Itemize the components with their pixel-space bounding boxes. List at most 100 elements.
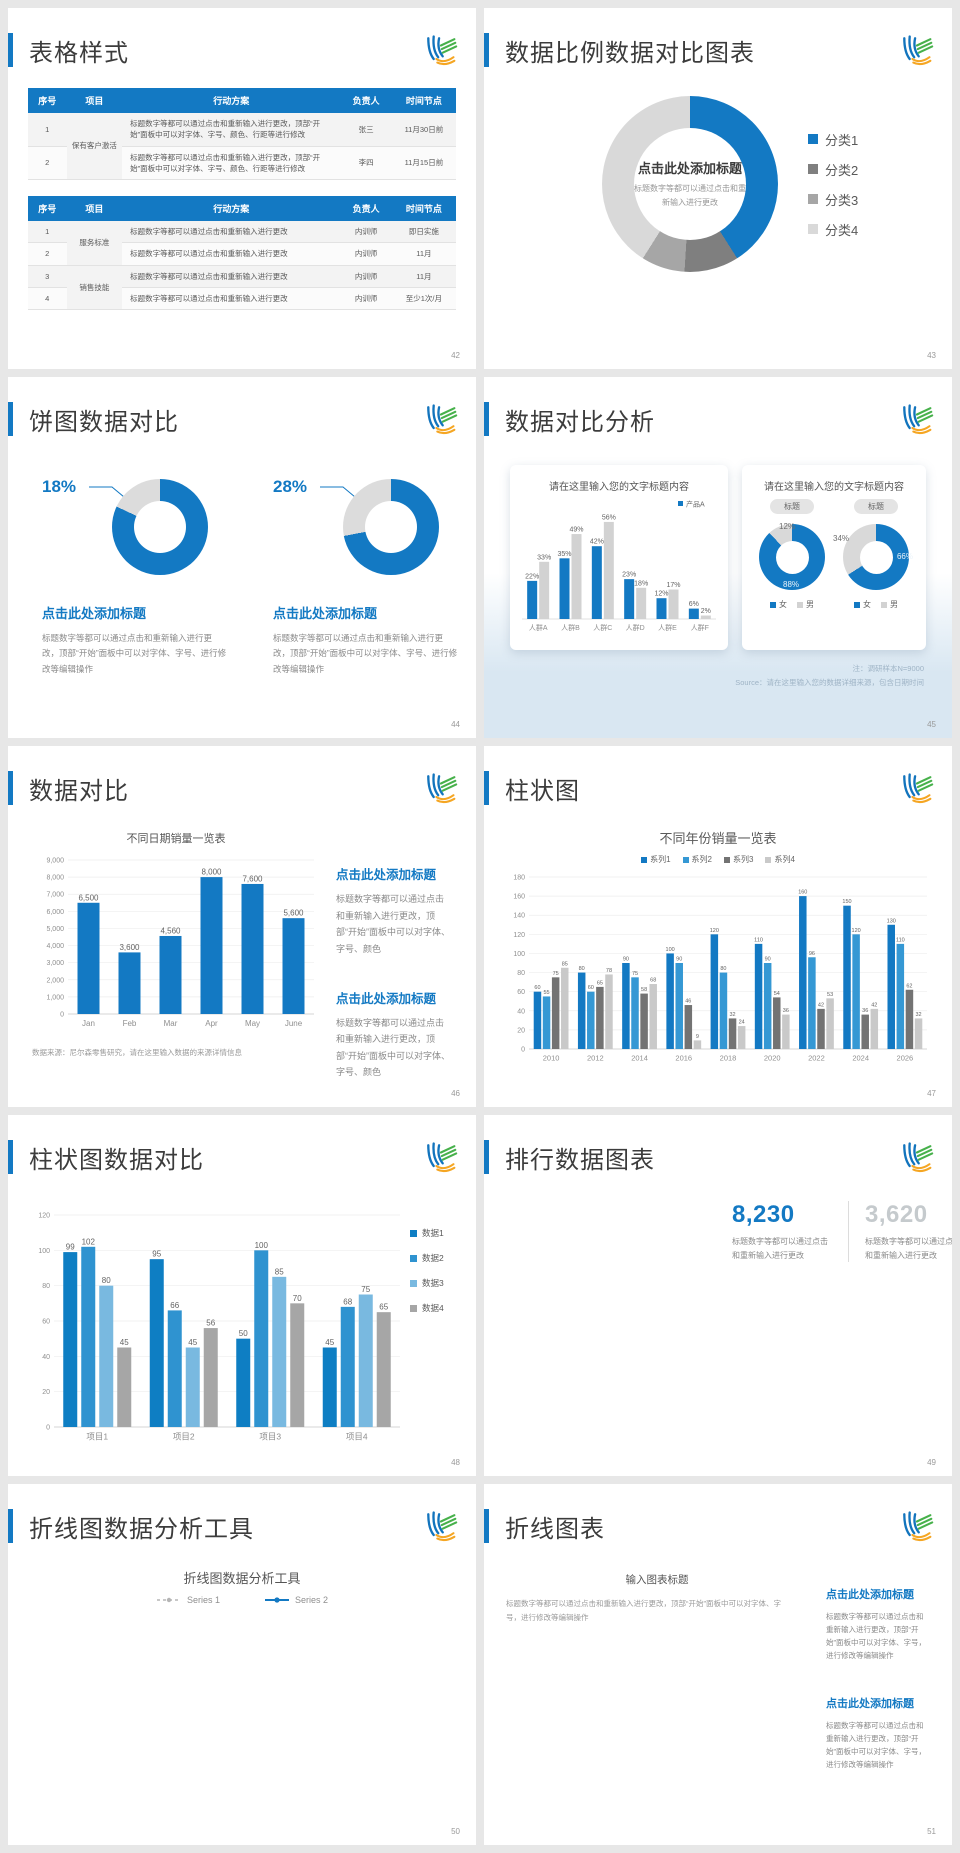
slide-title: 柱状图 [505, 777, 580, 805]
svg-text:项目1: 项目1 [86, 1432, 108, 1442]
slide-46-header: 数据对比 [8, 746, 476, 808]
title-accent-bar [484, 402, 489, 436]
svg-text:2014: 2014 [631, 1054, 648, 1063]
svg-text:6%: 6% [689, 601, 699, 608]
slide-51[interactable]: 折线图表 输入图表标题 标题数字等都可以通过点击和重新输入进行更改，顶部“开始”… [484, 1484, 952, 1845]
slide-50[interactable]: 折线图数据分析工具 折线图数据分析工具 Series 1 Series 2 [8, 1484, 476, 1845]
svg-text:80: 80 [42, 1283, 50, 1290]
svg-text:102: 102 [82, 1237, 96, 1246]
svg-text:7,600: 7,600 [242, 874, 263, 883]
text-block: 点击此处添加标题 标题数字等都可以通过点击和重新输入进行更改，顶部“开始”面板中… [336, 988, 452, 1082]
s44-donut-0 [112, 479, 208, 575]
svg-text:78: 78 [606, 968, 612, 974]
svg-text:17%: 17% [666, 582, 680, 589]
dashed-line-sample-icon [156, 1597, 181, 1603]
svg-text:65: 65 [379, 1303, 388, 1312]
svg-text:40: 40 [517, 1008, 525, 1015]
svg-text:66: 66 [170, 1301, 179, 1310]
block-body: 标题数字等都可以通过点击和重新输入进行更改，顶部“开始”面板中可以对字体、字号，… [826, 1720, 926, 1769]
slide-46[interactable]: 数据对比 不同日期销量一览表 0 1,000 2,000 3,000 4,000 5,00… [8, 746, 476, 1107]
pill-label: 标题 [854, 499, 898, 514]
svg-text:54: 54 [774, 991, 780, 997]
svg-text:80: 80 [517, 970, 525, 977]
svg-text:58: 58 [641, 987, 647, 993]
svg-text:60: 60 [588, 985, 594, 991]
block-title: 点击此处添加标题 [336, 991, 437, 1006]
s44-column-1: 18% 点击此处添加标题 标题数字等都可以通过点击和重新输入进行更改，顶部“开始… [42, 477, 227, 677]
svg-text:68: 68 [650, 978, 656, 984]
brand-logo [422, 32, 458, 68]
s45-bar-chart: 22% 33% 人群A 35% 49% 人群B 42% 56% 人群C 23% 18% 人群D 12% 1… [518, 499, 720, 640]
s42-tables: 序号 项目 行动方案 负责人 时间节点 1 保有客户激活 标题数字等都可以通过点击和重新输入进… [8, 70, 476, 311]
svg-text:90: 90 [676, 957, 682, 963]
text-block: 点击此处添加标题 标题数字等都可以通过点击和重新输入进行更改，顶部“开始”面板中… [826, 1695, 930, 1772]
brand-logo-icon [903, 1511, 934, 1542]
s51-chart-area: 输入图表标题 标题数字等都可以通过点击和重新输入进行更改，顶部“开始”面板中可以… [506, 1572, 808, 1771]
slide-42[interactable]: 表格样式 序号 项目 行动方案 负责人 时间节点 1 保有客户激活 标题数字等都可以通过点击和… [8, 8, 476, 369]
brand-logo-icon [427, 773, 458, 804]
svg-text:85: 85 [562, 961, 568, 967]
svg-text:65: 65 [597, 980, 603, 986]
slide-44-header: 饼图数据对比 [8, 377, 476, 439]
slide-48-header: 柱状图数据对比 [8, 1115, 476, 1177]
slide-title: 柱状图数据对比 [29, 1146, 204, 1174]
svg-text:95: 95 [152, 1250, 161, 1259]
slide-44[interactable]: 饼图数据对比 18% 点击此处添加标题 标题数字等都可以通过点击和重新输入进行更… [8, 377, 476, 738]
svg-text:人群E: 人群E [658, 623, 677, 632]
note-line: 注：调研样本N=9000 [852, 664, 924, 673]
svg-text:62: 62 [906, 983, 912, 989]
svg-text:23%: 23% [622, 572, 636, 579]
page-number: 47 [927, 1089, 936, 1098]
svg-text:Mar: Mar [164, 1019, 178, 1028]
svg-text:8,000: 8,000 [46, 875, 64, 882]
svg-text:1,000: 1,000 [46, 994, 64, 1001]
title-accent-bar [484, 771, 489, 805]
s44-columns: 18% 点击此处添加标题 标题数字等都可以通过点击和重新输入进行更改，顶部“开始… [8, 477, 476, 677]
svg-text:3,600: 3,600 [119, 943, 140, 952]
svg-text:42%: 42% [590, 539, 604, 546]
slide-47[interactable]: 柱状图 不同年份销量一览表 系列1 系列2 系列3 系列4 0 20 40 60 80 100 1… [484, 746, 952, 1107]
text-block: 点击此处添加标题 标题数字等都可以通过点击和重新输入进行更改，顶部“开始”面板中… [336, 864, 452, 958]
svg-text:20: 20 [42, 1389, 50, 1396]
svg-text:2012: 2012 [587, 1054, 604, 1063]
svg-text:Jan: Jan [82, 1019, 95, 1028]
s44-column-2: 28% 点击此处添加标题 标题数字等都可以通过点击和重新输入进行更改，顶部“开始… [273, 477, 458, 677]
block-title: 点击此处添加标题 [42, 606, 147, 621]
svg-text:May: May [245, 1019, 260, 1028]
svg-text:2,000: 2,000 [46, 977, 64, 984]
svg-text:46: 46 [685, 999, 691, 1005]
svg-text:85: 85 [275, 1267, 284, 1276]
svg-text:Feb: Feb [123, 1019, 137, 1028]
svg-text:45: 45 [120, 1338, 129, 1347]
svg-text:90: 90 [623, 957, 629, 963]
svg-text:4,000: 4,000 [46, 943, 64, 950]
svg-text:36: 36 [783, 1008, 789, 1014]
title-accent-bar [484, 33, 489, 67]
svg-text:项目4: 项目4 [346, 1432, 368, 1442]
slide-45[interactable]: 数据对比分析 请在这里输入您的文字标题内容 22% 33% 人群A 35% 49% 人群B… [484, 377, 952, 738]
slide-49[interactable]: 排行数据图表 8,230 标题数字等都可以通过点击和重新输入进行更改 3,620… [484, 1115, 952, 1476]
svg-text:2026: 2026 [897, 1054, 914, 1063]
svg-text:110: 110 [896, 937, 905, 943]
s49-stats: 8,230 标题数字等都可以通过点击和重新输入进行更改 3,620 标题数字等都… [732, 1201, 952, 1263]
card-title: 请在这里输入您的文字标题内容 [764, 482, 904, 493]
s51-body: 输入图表标题 标题数字等都可以通过点击和重新输入进行更改，顶部“开始”面板中可以… [484, 1572, 952, 1771]
svg-text:2%: 2% [701, 608, 711, 615]
svg-text:120: 120 [38, 1213, 50, 1220]
svg-text:6,000: 6,000 [46, 909, 64, 916]
legend-series-1: Series 1 [156, 1595, 220, 1605]
slide-48[interactable]: 柱状图数据对比 0 20 40 60 80 100 120 99 102 80 45 项目1 95 66 4… [8, 1115, 476, 1476]
svg-text:150: 150 [842, 899, 851, 905]
svg-text:人群A: 人群A [529, 623, 548, 632]
stat-body: 标题数字等都可以通过点击和重新输入进行更改 [865, 1237, 952, 1260]
svg-text:75: 75 [361, 1285, 370, 1294]
svg-text:6,500: 6,500 [78, 893, 99, 902]
slide-43[interactable]: 数据比例数据对比图表 点击此处添加标题 标题数字等都可以通过点击和重新输入进行更改… [484, 8, 952, 369]
svg-text:9,000: 9,000 [46, 858, 64, 865]
slide-42-header: 表格样式 [8, 8, 476, 70]
svg-text:40: 40 [42, 1354, 50, 1361]
svg-text:80: 80 [102, 1276, 111, 1285]
brand-logo [422, 1508, 458, 1544]
s45-cards: 请在这里输入您的文字标题内容 22% 33% 人群A 35% 49% 人群B 42% 56% 人… [484, 465, 952, 650]
